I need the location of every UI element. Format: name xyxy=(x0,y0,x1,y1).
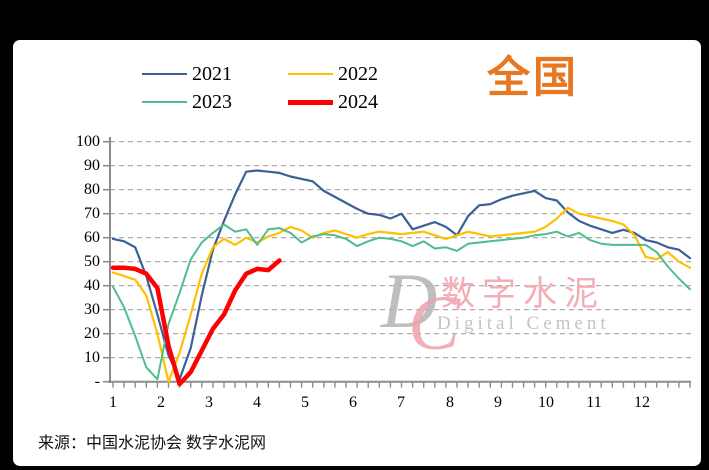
y-tick-label-40: 40 xyxy=(84,277,100,294)
x-tick-label-10: 10 xyxy=(538,394,554,411)
y-tick-label-100: 100 xyxy=(76,133,100,150)
x-tick-label-12: 12 xyxy=(634,394,650,411)
legend-item-2022: 2022 xyxy=(288,63,378,85)
x-tick-label-9: 9 xyxy=(494,394,502,411)
x-tick-label-3: 3 xyxy=(205,394,213,411)
y-tick-label-70: 70 xyxy=(84,205,100,222)
x-tick-label-5: 5 xyxy=(301,394,309,411)
y-tick-label-60: 60 xyxy=(84,229,100,246)
page-title: 全国 xyxy=(487,55,579,102)
x-tick-label-8: 8 xyxy=(446,394,454,411)
legend-label-2023: 2023 xyxy=(192,91,232,113)
y-tick-label-10: 10 xyxy=(84,349,100,366)
legend-line-2024-icon xyxy=(288,99,333,105)
legend-line-2021-icon xyxy=(142,72,187,76)
y-tick-label-20: 20 xyxy=(84,325,100,342)
x-tick-label-2: 2 xyxy=(157,394,165,411)
y-tick-label-90: 90 xyxy=(84,157,100,174)
y-tick-label-80: 80 xyxy=(84,181,100,198)
x-tick-label-7: 7 xyxy=(397,394,405,411)
legend-label-2022: 2022 xyxy=(338,63,378,85)
x-tick-label-4: 4 xyxy=(253,394,261,411)
x-tick-label-11: 11 xyxy=(586,394,602,411)
source-note: 来源：中国水泥协会 数字水泥网 xyxy=(38,435,267,452)
legend-line-2022-icon xyxy=(288,72,333,76)
legend-label-2024: 2024 xyxy=(338,91,378,113)
y-tick-label-50: 50 xyxy=(84,253,100,270)
x-tick-label-6: 6 xyxy=(349,394,357,411)
legend-item-2023: 2023 xyxy=(142,91,232,113)
legend-label-2021: 2021 xyxy=(192,63,232,85)
legend-item-2024: 2024 xyxy=(288,91,378,113)
legend-item-2021: 2021 xyxy=(142,63,232,85)
y-tick-label-30: 30 xyxy=(84,301,100,318)
legend-line-2023-icon xyxy=(142,100,187,104)
x-tick-label-1: 1 xyxy=(109,394,117,411)
y-tick-label-0: - xyxy=(94,373,100,390)
